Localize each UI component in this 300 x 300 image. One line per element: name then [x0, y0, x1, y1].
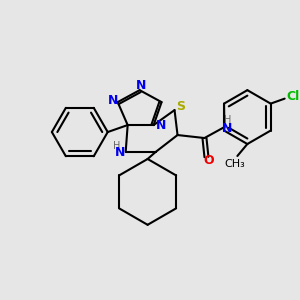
Text: S: S	[176, 100, 185, 112]
Text: H: H	[113, 141, 120, 151]
Text: O: O	[203, 154, 214, 167]
Text: CH₃: CH₃	[224, 159, 245, 169]
Text: N: N	[222, 122, 233, 135]
Text: N: N	[107, 94, 118, 106]
Text: N: N	[135, 79, 146, 92]
Text: N: N	[155, 118, 166, 132]
Text: Cl: Cl	[286, 90, 299, 103]
Text: H: H	[224, 115, 231, 125]
Text: N: N	[115, 146, 125, 160]
